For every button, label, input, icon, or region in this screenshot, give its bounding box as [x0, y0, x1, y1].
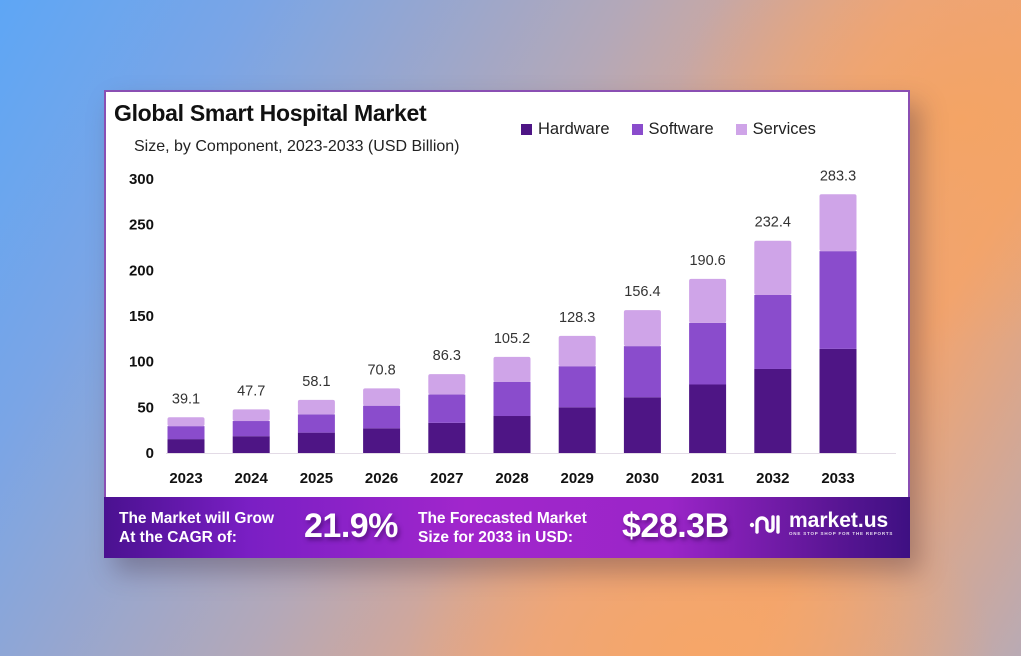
bar-segment-software	[363, 405, 401, 429]
bar-segment-software	[689, 322, 727, 385]
bar-segment-hardware	[819, 348, 857, 453]
brand-text: market.us ONE STOP SHOP FOR THE REPORTS	[789, 509, 894, 536]
legend-swatch-services	[735, 124, 747, 135]
legend-item-hardware: Hardware	[521, 120, 610, 139]
x-tick-label: 2024	[235, 470, 269, 487]
legend-label-software: Software	[648, 120, 714, 138]
bar-segment-services	[232, 409, 270, 422]
bar-segment-hardware	[558, 407, 596, 453]
bar-total-label: 232.4	[755, 215, 791, 231]
brand-logo: market.us ONE STOP SHOP FOR THE REPORTS	[749, 509, 894, 536]
bar-total-label: 58.1	[302, 374, 330, 390]
bar-total-label: 39.1	[172, 391, 200, 407]
stacked-bar-chart: 0 50 100 150 200 250 300 39.1 2023 47.7 2024 58.1 20…	[129, 168, 896, 487]
bar-segment-software	[754, 294, 792, 369]
x-tick-label: 2032	[756, 470, 789, 487]
legend-label-services: Services	[752, 120, 816, 138]
bar-total-label: 156.4	[624, 284, 660, 300]
legend: Hardware Software Services	[521, 120, 816, 139]
bar-segment-services	[167, 417, 205, 427]
bar-segment-software	[428, 394, 466, 423]
x-tick-label: 2023	[169, 470, 202, 487]
bar-segment-hardware	[754, 368, 792, 453]
bar-total-label: 128.3	[559, 310, 595, 326]
bar-total-label: 190.6	[689, 253, 725, 269]
y-tick-label: 100	[129, 354, 154, 371]
bar-segment-hardware	[689, 384, 727, 453]
brand-name: market.us	[789, 509, 889, 532]
bar-total-label: 70.8	[367, 362, 395, 378]
x-tick-label: 2029	[561, 470, 594, 487]
bar-segment-software	[297, 414, 335, 433]
summary-banner: The Market will Grow At the CAGR of: 21.…	[104, 497, 910, 558]
bar-segment-software	[558, 366, 596, 408]
bar-segment-services	[428, 374, 466, 395]
bar-segment-software	[819, 251, 857, 349]
forecast-value: $28.3B	[622, 507, 729, 545]
cagr-label-line1: The Market will Grow	[119, 510, 275, 527]
bar-segment-hardware	[232, 436, 270, 453]
cagr-value: 21.9%	[304, 507, 398, 545]
bar-segment-services	[558, 335, 596, 367]
forecast-label: The Forecasted Market Size for 2033 in U…	[418, 509, 587, 547]
x-tick-label: 2031	[691, 470, 724, 487]
bar-segment-hardware	[363, 428, 401, 453]
y-tick-label: 150	[129, 308, 154, 325]
y-tick-label: 250	[129, 217, 154, 234]
legend-item-services: Services	[735, 120, 816, 139]
bar-segment-software	[167, 426, 205, 440]
bar-segment-services	[689, 278, 727, 323]
bar-segment-services	[493, 356, 531, 382]
bar-segment-services	[819, 194, 857, 252]
bar-segment-services	[623, 310, 661, 347]
cagr-label: The Market will Grow At the CAGR of:	[119, 509, 274, 547]
bar-segment-services	[297, 399, 335, 415]
bar-segment-software	[623, 346, 661, 398]
bar-segment-hardware	[167, 439, 205, 453]
x-tick-label: 2030	[626, 470, 659, 487]
forecast-label-line1: The Forecasted Market	[418, 510, 587, 527]
legend-swatch-hardware	[521, 124, 532, 135]
bar-segment-services	[363, 388, 401, 406]
bar-total-label: 283.3	[820, 168, 856, 184]
bar-segment-software	[232, 421, 270, 437]
bar-segment-hardware	[297, 432, 335, 453]
brand-tagline: ONE STOP SHOP FOR THE REPORTS	[789, 531, 894, 536]
bar-segment-services	[754, 240, 792, 295]
x-tick-label: 2026	[365, 470, 398, 487]
legend-item-software: Software	[631, 120, 714, 139]
x-tick-label: 2028	[495, 470, 528, 487]
cagr-label-line2: At the CAGR of:	[119, 529, 237, 546]
x-tick-label: 2027	[430, 470, 463, 487]
x-tick-label: 2033	[821, 470, 854, 487]
legend-label-hardware: Hardware	[538, 120, 610, 138]
y-tick-label: 0	[146, 445, 154, 462]
bar-segment-hardware	[493, 416, 531, 453]
bar-total-label: 86.3	[433, 348, 461, 364]
bar-total-label: 105.2	[494, 331, 530, 347]
bar-total-label: 47.7	[237, 383, 265, 399]
bar-segment-hardware	[428, 422, 466, 453]
chart-card: Global Smart Hospital Market Size, by Co…	[104, 90, 910, 558]
legend-swatch-software	[631, 124, 643, 135]
x-tick-label: 2025	[300, 470, 333, 487]
y-tick-label: 200	[129, 262, 154, 279]
bar-segment-hardware	[623, 397, 661, 453]
bar-segment-software	[493, 381, 531, 417]
y-tick-label: 50	[137, 399, 154, 416]
forecast-label-line2: Size for 2033 in USD:	[418, 529, 574, 546]
y-tick-label: 300	[129, 171, 154, 188]
market-us-logo-icon	[749, 514, 780, 534]
chart-subtitle: Size, by Component, 2023-2033 (USD Billi…	[134, 138, 460, 155]
chart-title: Global Smart Hospital Market	[114, 100, 427, 126]
